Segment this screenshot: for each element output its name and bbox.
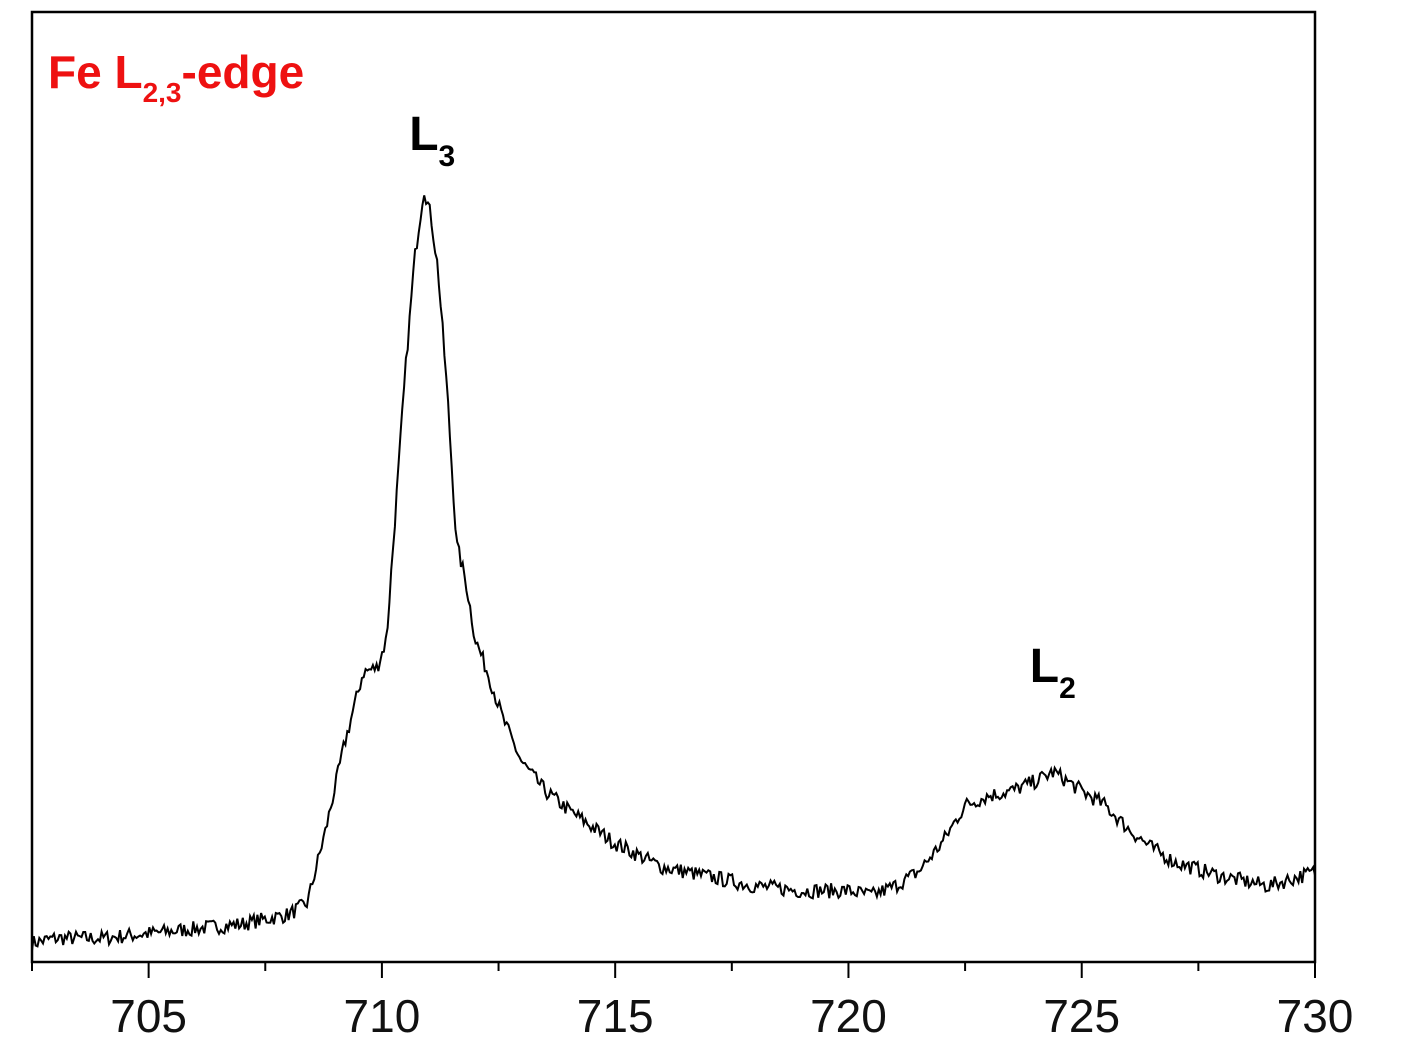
- plot-frame: [30, 10, 1317, 964]
- x-tick-label: 705: [110, 990, 187, 1042]
- peak-label-l2: L2: [1030, 640, 1076, 705]
- spectrum-line: [31, 195, 1316, 951]
- x-tick-label: 725: [1043, 990, 1120, 1042]
- chart-title: Fe L2,3-edge: [48, 46, 304, 108]
- peak-label-l3: L3: [409, 108, 455, 173]
- x-axis-ticks: [31, 962, 1316, 978]
- x-tick-label: 710: [344, 990, 421, 1042]
- x-tick-label: 715: [577, 990, 654, 1042]
- peak-annotations: L3 L2: [409, 108, 1076, 705]
- x-tick-label: 730: [1277, 990, 1354, 1042]
- x-axis-tick-labels: 705 710 715 720 725 730: [110, 990, 1353, 1042]
- x-tick-label: 720: [810, 990, 887, 1042]
